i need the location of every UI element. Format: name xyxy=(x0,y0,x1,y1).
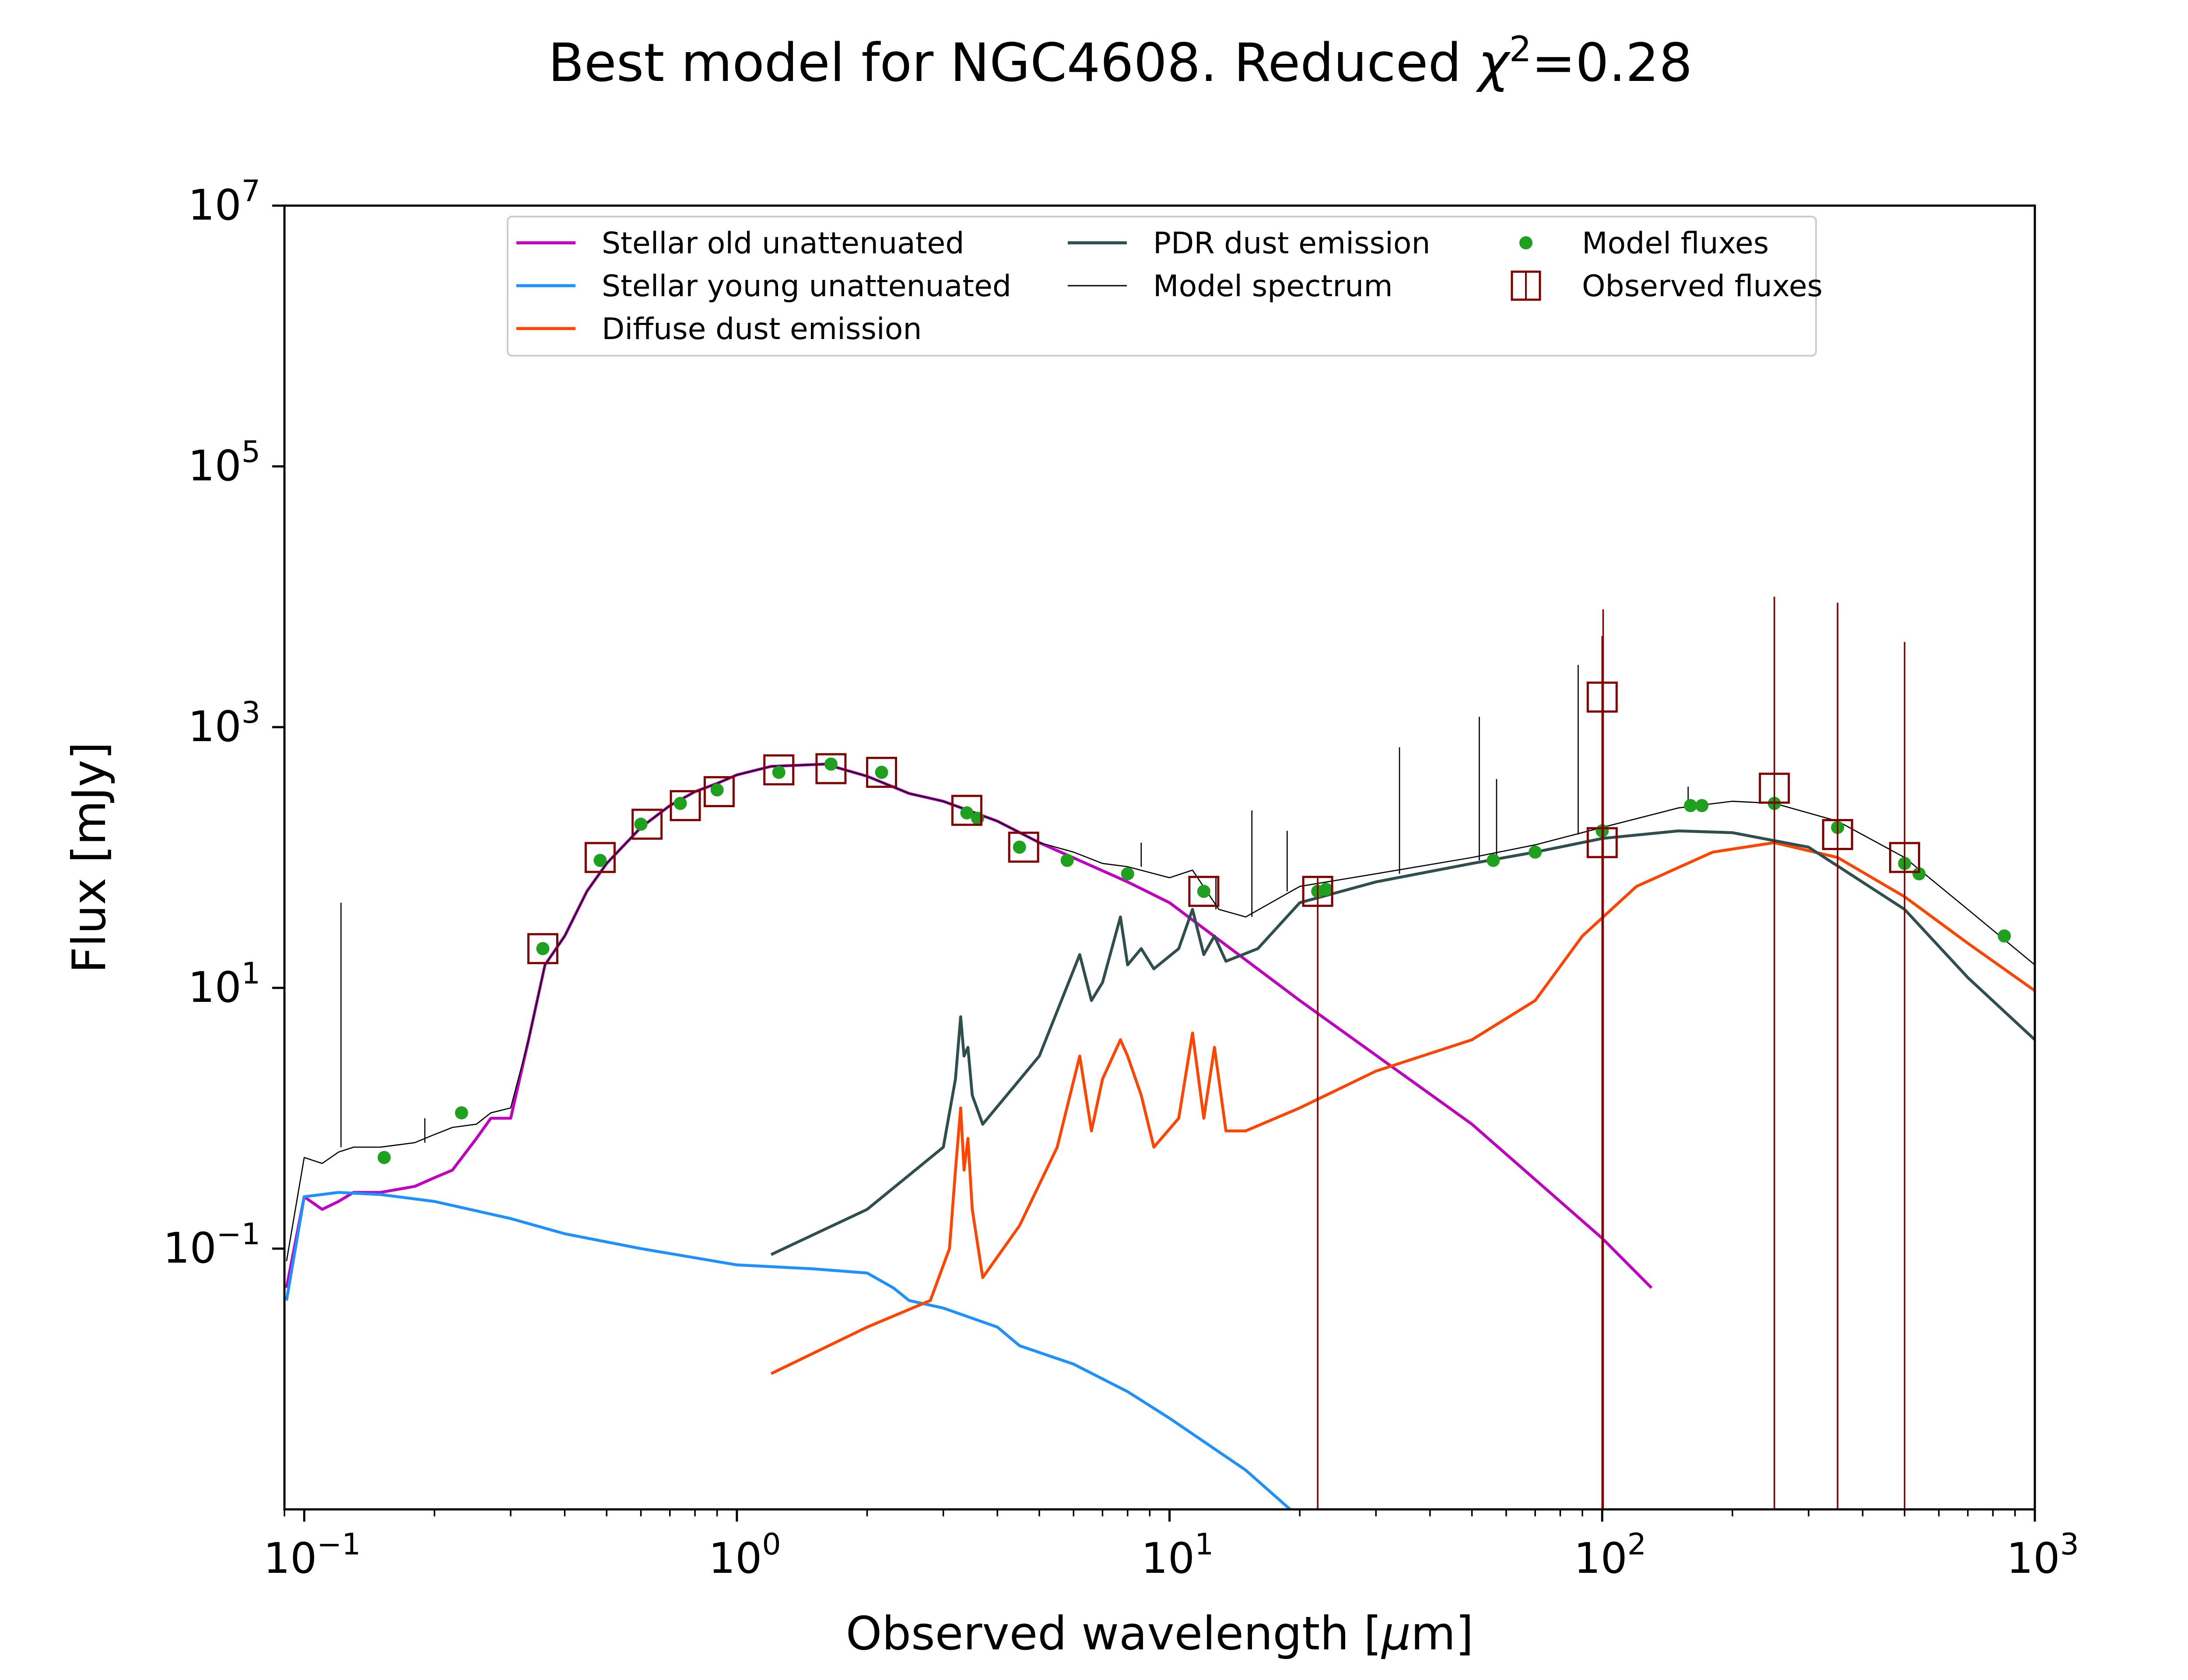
observed-flux-point xyxy=(951,794,982,826)
x-tick-label: 103 xyxy=(2006,1527,2079,1583)
y-tick-exp: 5 xyxy=(242,435,260,469)
x-axis: 10−1 100 101 102 103 xyxy=(263,1509,2079,1583)
series-4-line xyxy=(286,763,2035,1262)
chart-title-prefix: Best model for NGC4608. Reduced xyxy=(548,33,1478,94)
observed-flux-point xyxy=(866,756,898,788)
model-flux-point xyxy=(1487,854,1500,867)
y-axis-label: Flux [mJy] xyxy=(63,742,116,973)
legend-box xyxy=(507,216,1817,357)
model-flux-point xyxy=(593,854,607,867)
chart-title-chi: χ xyxy=(1476,33,1511,94)
y-tick-exp: 3 xyxy=(242,696,260,730)
legend: Stellar old unattenuated Stellar young un… xyxy=(507,216,1823,357)
model-flux-point xyxy=(710,783,724,797)
x-tick-exp: −1 xyxy=(317,1527,361,1562)
x-tick-base: 10 xyxy=(708,1534,762,1583)
observed-flux-point xyxy=(527,933,558,964)
observed-flux-point xyxy=(815,753,847,784)
model-flux-point xyxy=(960,806,974,819)
legend-label: Model spectrum xyxy=(1153,269,1393,304)
observed-flux-point xyxy=(763,754,795,786)
model-flux-point xyxy=(1319,882,1333,896)
observed-flux-point xyxy=(703,776,735,807)
x-tick-base: 10 xyxy=(1574,1534,1627,1583)
model-flux-point xyxy=(1013,840,1026,854)
plot-frame xyxy=(283,204,2036,1511)
model-flux-point xyxy=(1197,885,1210,898)
model-flux-point xyxy=(1684,799,1697,812)
chart-title: Best model for NGC4608. Reduced χ2=0.28 xyxy=(548,29,1693,94)
legend-label: Diffuse dust emission xyxy=(602,312,922,346)
series-1-line xyxy=(285,1191,1291,1509)
x-tick-exp: 3 xyxy=(2060,1527,2079,1562)
model-flux-point xyxy=(875,766,888,779)
x-axis-label-prefix: Observed wavelength [ xyxy=(846,1607,1382,1660)
x-tick-exp: 0 xyxy=(762,1527,781,1562)
observed-flux-point xyxy=(1008,831,1039,863)
chart-title-suffix: =0.28 xyxy=(1532,33,1693,94)
observed-flux-point xyxy=(631,808,663,840)
series-2-line xyxy=(770,841,2035,1375)
series-3-line xyxy=(770,829,2035,1256)
model-flux-point xyxy=(1060,854,1074,867)
model-flux-point xyxy=(1695,799,1709,812)
x-tick-label: 10−1 xyxy=(263,1527,361,1583)
x-tick-exp: 1 xyxy=(1195,1527,1213,1562)
observed-flux-point xyxy=(584,842,616,873)
y-tick-base: 10 xyxy=(188,441,242,490)
model-flux-point xyxy=(634,817,648,831)
y-tick-base: 10 xyxy=(188,963,242,1012)
x-tick-base: 10 xyxy=(263,1534,317,1583)
chart-title-exp: 2 xyxy=(1509,29,1532,70)
y-tick-label: 101 xyxy=(188,956,260,1012)
y-tick-exp: −1 xyxy=(217,1217,260,1252)
model-flux-point xyxy=(377,1151,391,1164)
model-flux-point xyxy=(1998,929,2011,943)
x-tick-exp: 2 xyxy=(1627,1527,1646,1562)
legend-label: Observed fluxes xyxy=(1582,269,1823,304)
x-axis-label-suffix: m] xyxy=(1411,1607,1473,1660)
x-tick-label: 102 xyxy=(1574,1527,1646,1583)
model-flux-point xyxy=(673,797,687,810)
y-tick-label: 10−1 xyxy=(163,1217,260,1273)
y-tick-label: 105 xyxy=(188,435,260,490)
legend-label: PDR dust emission xyxy=(1153,226,1431,261)
x-axis-label: Observed wavelength [μm] xyxy=(846,1607,1474,1660)
legend-label: Stellar old unattenuated xyxy=(602,226,964,261)
observed-flux-point xyxy=(1188,875,1220,907)
legend-label: Stellar young unattenuated xyxy=(602,269,1011,304)
legend-label: Model fluxes xyxy=(1582,226,1769,261)
series-0-line xyxy=(285,763,1653,1289)
y-tick-base: 10 xyxy=(163,1224,217,1273)
x-tick-label: 100 xyxy=(708,1527,781,1583)
model-flux-point xyxy=(772,766,785,779)
observed-flux-point xyxy=(670,790,701,821)
y-tick-base: 10 xyxy=(188,702,242,751)
model-flux-point xyxy=(824,757,838,771)
y-tick-base: 10 xyxy=(188,181,242,230)
model-flux-point xyxy=(455,1106,468,1120)
y-tick-label: 103 xyxy=(188,696,260,751)
x-tick-base: 10 xyxy=(2006,1534,2060,1583)
model-flux-point xyxy=(1912,867,1926,881)
y-tick-label: 107 xyxy=(188,174,260,230)
model-flux-point xyxy=(1121,867,1134,881)
legend-swatch xyxy=(1519,236,1532,249)
x-axis-label-mu: μ xyxy=(1381,1607,1411,1660)
model-flux-point xyxy=(1529,845,1542,859)
x-tick-base: 10 xyxy=(1141,1534,1195,1583)
y-tick-exp: 1 xyxy=(242,956,260,991)
y-tick-exp: 7 xyxy=(242,174,260,209)
model-flux-point xyxy=(536,942,550,956)
plot-area xyxy=(285,597,2035,1509)
x-tick-label: 101 xyxy=(1141,1527,1213,1583)
